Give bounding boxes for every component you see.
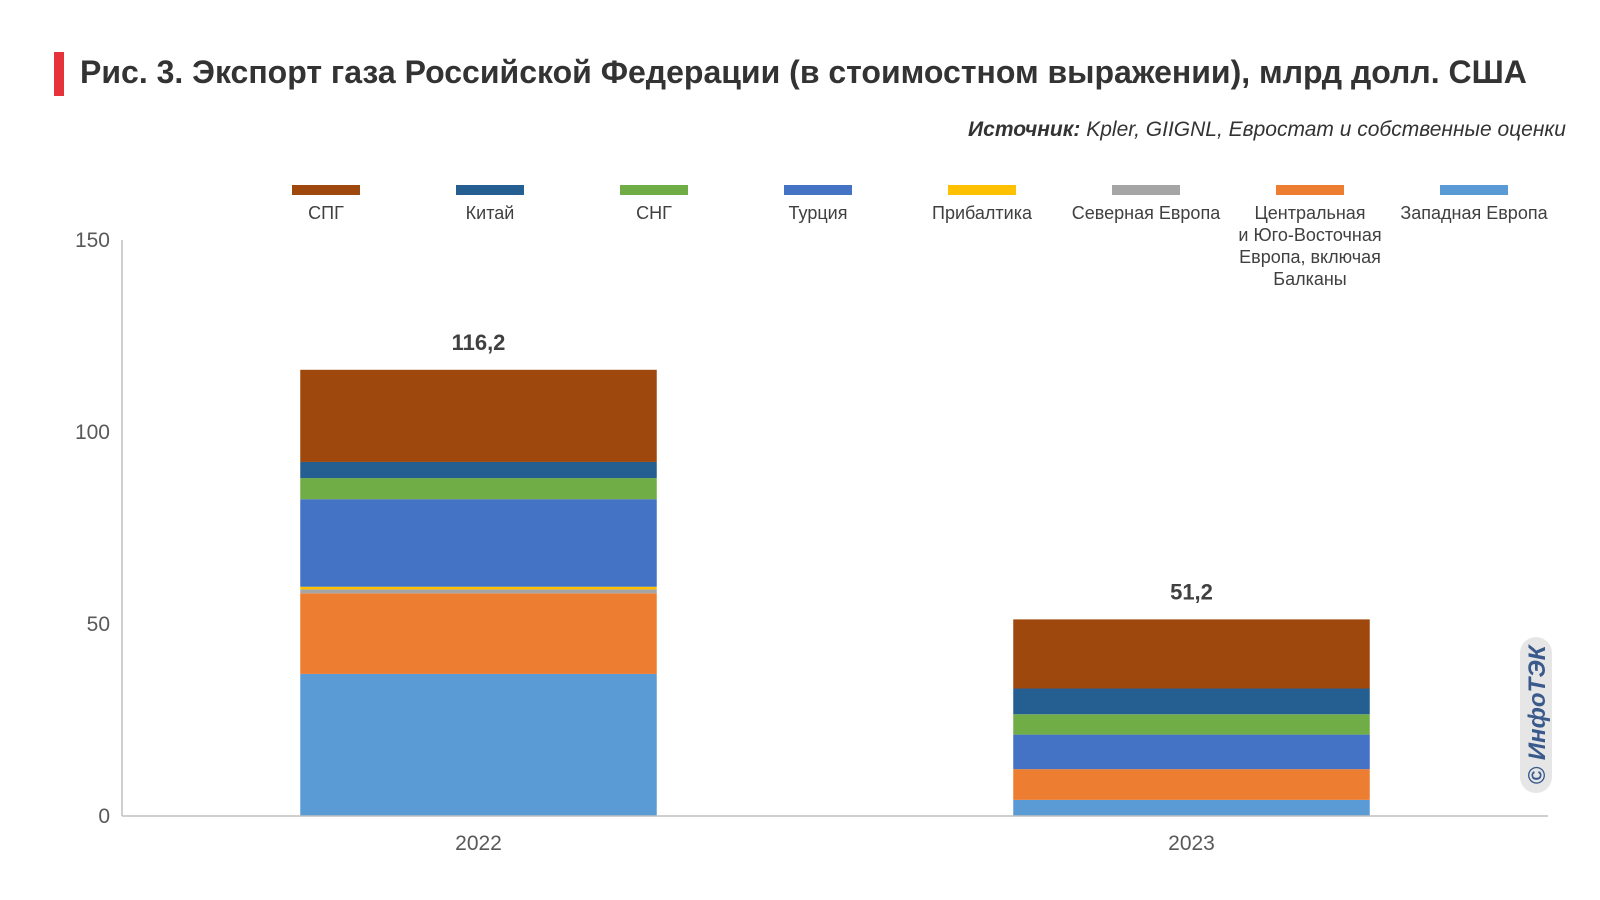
x-axis: 2022 2023 [122,815,1548,855]
y-tick-label: 150 [75,229,110,252]
source-label: Источник: [968,118,1081,141]
watermark: © ИнфоТЭК [1520,637,1552,793]
legend-swatch [1440,185,1508,195]
bar-segment [300,369,657,462]
bar-segment [1013,688,1370,715]
watermark-text: © ИнфоТЭК [1524,643,1551,784]
legend-swatch [948,185,1016,195]
legend-label: Китай [466,203,515,223]
bar-segment [1013,714,1370,735]
legend-label: СНГ [636,203,672,223]
bars: 116,2 51,2 [300,330,1370,816]
watermark-badge [1520,637,1552,793]
legend-label-line: Турция [789,203,848,223]
bar-segment [300,478,657,500]
y-tick-label: 50 [87,613,110,636]
legend-swatch [784,185,852,195]
bar-segment [300,586,657,590]
bar-segment [1013,769,1370,800]
legend-label: Северная Европа [1072,203,1221,223]
bar-total-label: 51,2 [1170,579,1213,604]
legend-label: Турция [789,203,848,223]
legend-swatch [1112,185,1180,195]
bar-segment [300,461,657,479]
legend-label-line: Балканы [1273,269,1347,289]
bar-segment [1013,799,1370,816]
bar-segment [1013,619,1370,689]
legend-label: Центральная и Юго-Восточная Европа, включа… [1238,203,1381,289]
legend-swatch [292,185,360,195]
title-accent-bar [54,52,64,96]
bar-segment [300,593,657,674]
x-tick-label: 2022 [455,832,502,855]
bar-segment [1013,734,1370,770]
x-tick-label: 2023 [1168,832,1215,855]
legend-label-line: Прибалтика [932,203,1033,223]
legend-swatch [456,185,524,195]
y-axis: 0 50 100 150 [75,229,123,828]
y-tick-label: 0 [98,805,110,828]
bar-segment [300,589,657,594]
legend-label-line: Центральная [1254,203,1365,223]
chart-title: Рис. 3. Экспорт газа Российской Федераци… [80,54,1527,90]
legend-label-line: Западная Европа [1400,203,1548,223]
legend-label-line: и Юго-Восточная [1238,225,1381,245]
legend-label: СПГ [308,203,344,223]
legend: СПГ Китай СНГ Турция Прибалтика Северная Евро… [292,185,1549,289]
legend-swatch [620,185,688,195]
bar-segment [300,499,657,587]
legend-swatch [1276,185,1344,195]
bar-segment [300,673,657,816]
legend-label: Прибалтика [932,203,1033,223]
legend-label-line: Китай [466,203,515,223]
legend-label-line: СНГ [636,203,672,223]
y-tick-label: 100 [75,421,110,444]
legend-label-line: Европа, включая [1239,247,1381,267]
legend-label: Западная Европа [1400,203,1548,223]
chart-source: Источник: Kpler, GIIGNL, Евростат и собс… [968,118,1566,142]
source-text: Kpler, GIIGNL, Евростат и собственные оц… [1080,118,1566,141]
legend-label-line: СПГ [308,203,344,223]
legend-label-line: Северная Европа [1072,203,1221,223]
bar-total-label: 116,2 [452,330,506,355]
